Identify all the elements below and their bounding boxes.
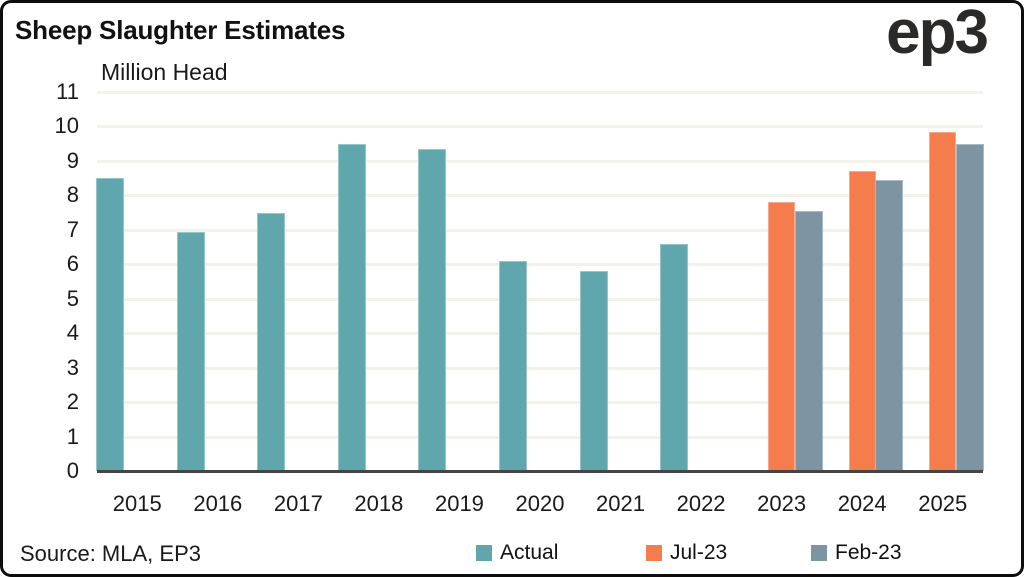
x-axis-line — [97, 470, 983, 473]
ep3-logo: ep3 — [886, 0, 989, 67]
y-axis-title: Million Head — [101, 59, 228, 85]
y-tick-label-7: 7 — [66, 216, 79, 242]
bar-actual-2015 — [96, 178, 125, 471]
legend-swatch-actual — [476, 545, 492, 561]
x-tick-label-2022: 2022 — [676, 491, 726, 516]
bar-jul-23-2023 — [768, 202, 796, 471]
y-tick-label-11: 11 — [56, 79, 79, 104]
y-tick-label-9: 9 — [66, 147, 79, 173]
plot-area: 2015 2016 2017 2018 2019 2020 2021 2022 2023 2024… — [96, 91, 984, 516]
x-tick-label-2020: 2020 — [515, 491, 565, 516]
gridline-11 — [97, 91, 983, 94]
y-tick-label-8: 8 — [66, 182, 79, 208]
bar-actual-2019 — [418, 148, 447, 471]
bar-actual-2022 — [660, 243, 689, 471]
legend-item-actual: Actual — [476, 541, 558, 565]
x-tick-label-2016: 2016 — [193, 491, 243, 516]
gridline-2 — [97, 401, 983, 405]
bar-actual-2018 — [337, 143, 366, 471]
x-tick-label-2017: 2017 — [273, 491, 323, 516]
bar-jul-23-2024 — [848, 171, 876, 471]
bar-actual-2017 — [257, 212, 286, 471]
gridline-3 — [97, 366, 983, 370]
x-tick-label-2024: 2024 — [837, 491, 887, 516]
y-tick-label-2: 2 — [66, 389, 79, 415]
y-tick-label-0: 0 — [66, 458, 79, 483]
y-tick-label-5: 5 — [66, 285, 79, 311]
y-tick-label-3: 3 — [66, 354, 79, 380]
legend-swatch-feb-23 — [811, 545, 827, 561]
legend-label-actual: Actual — [500, 541, 559, 564]
chart-title: Sheep Slaughter Estimates — [15, 15, 346, 45]
x-tick-label-2021: 2021 — [596, 491, 645, 516]
legend: Actual Jul-23 Feb-23 — [3, 541, 1021, 571]
gridline-8 — [97, 194, 983, 198]
gridline-5 — [97, 297, 983, 301]
bar-feb-23-2025 — [955, 143, 984, 471]
gridline-7 — [97, 228, 983, 232]
bar-feb-23-2024 — [875, 179, 904, 471]
bar-actual-2020 — [499, 260, 527, 471]
gridline-1 — [97, 435, 983, 439]
bar-actual-2016 — [176, 231, 205, 471]
x-tick-label-2023: 2023 — [757, 491, 807, 516]
source-note: Source: MLA, EP3 — [20, 541, 201, 566]
gridline-9 — [97, 159, 983, 163]
y-tick-label-6: 6 — [66, 251, 79, 277]
x-tick-label-2025: 2025 — [918, 491, 968, 516]
gridline-4 — [97, 332, 983, 336]
y-tick-label-1: 1 — [66, 423, 79, 449]
x-tick-label-2018: 2018 — [354, 491, 404, 516]
bar-actual-2021 — [579, 271, 608, 471]
x-tick-label-2019: 2019 — [434, 491, 484, 516]
legend-label-jul-23: Jul-23 — [670, 541, 728, 564]
bar-feb-23-2023 — [794, 210, 823, 471]
legend-label-feb-23: Feb-23 — [835, 541, 902, 564]
y-tick-label-10: 10 — [54, 113, 79, 139]
legend-item-feb-23: Feb-23 — [811, 541, 902, 565]
x-tick-label-2015: 2015 — [112, 491, 162, 516]
y-tick-label-4: 4 — [66, 320, 79, 346]
gridline-10 — [97, 125, 983, 129]
legend-swatch-jul-23 — [646, 545, 662, 561]
bar-jul-23-2025 — [929, 131, 957, 471]
gridline-6 — [97, 263, 983, 267]
legend-item-jul-23: Jul-23 — [646, 541, 727, 565]
y-axis-labels: 0 1 2 3 4 5 6 7 8 9 10 11 — [23, 79, 79, 483]
